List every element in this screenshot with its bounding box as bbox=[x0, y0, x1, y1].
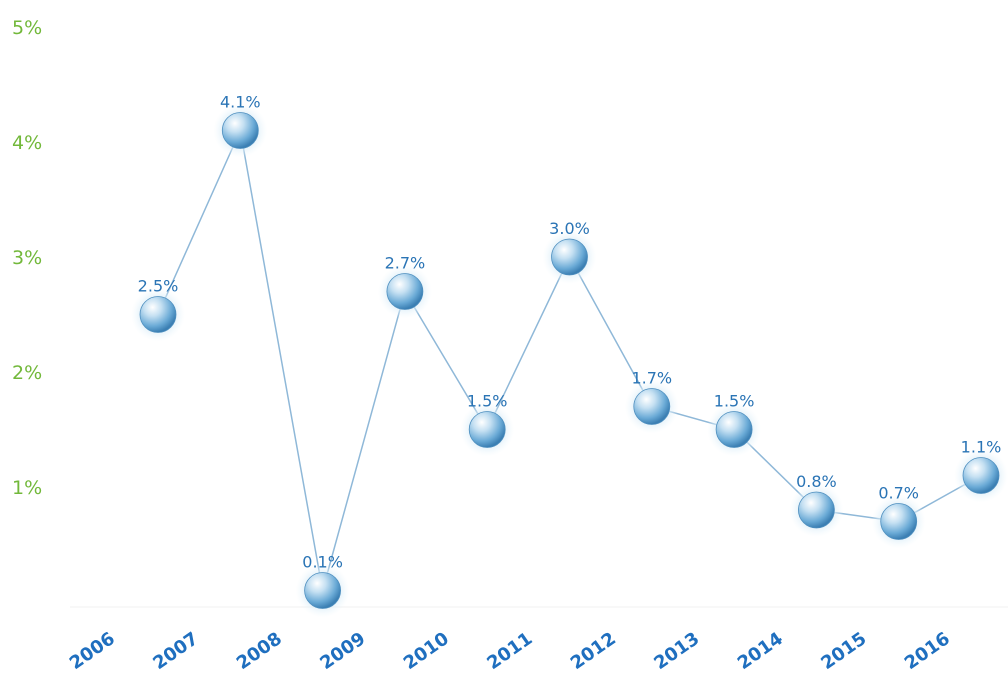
data-point bbox=[221, 112, 259, 149]
y-tick-label: 2% bbox=[12, 362, 42, 384]
x-tick-label: 2013 bbox=[650, 628, 703, 674]
data-label: 0.7% bbox=[878, 484, 919, 503]
y-tick-label: 5% bbox=[12, 17, 42, 39]
data-label-layer: 2.5% 4.1% 0.1% 2.7% 1.5% 3.0% 1.7% 1.5% 0.8% 0.7%… bbox=[138, 93, 1002, 572]
data-label: 1.5% bbox=[714, 392, 755, 411]
data-point bbox=[880, 503, 918, 540]
data-label: 1.1% bbox=[961, 438, 1002, 457]
x-tick-label: 2016 bbox=[901, 628, 954, 674]
data-point bbox=[139, 296, 177, 333]
data-label: 1.5% bbox=[467, 392, 508, 411]
x-tick-label: 2010 bbox=[400, 628, 453, 674]
data-label: 4.1% bbox=[220, 93, 261, 112]
y-tick-label: 4% bbox=[12, 132, 42, 154]
data-point bbox=[798, 491, 835, 529]
series-line-layer bbox=[157, 127, 982, 591]
data-label: 0.1% bbox=[302, 553, 343, 572]
x-tick-label: 2014 bbox=[734, 628, 787, 674]
y-tick-label: 1% bbox=[12, 477, 42, 499]
data-point bbox=[715, 411, 753, 448]
data-point bbox=[962, 457, 1000, 494]
data-point bbox=[386, 273, 424, 310]
y-axis: 1% 2% 3% 4% 5% bbox=[12, 17, 42, 499]
x-axis: 2006 2007 2008 2009 2010 2011 2012 2013 2014 2015… bbox=[66, 628, 954, 674]
x-tick-label: 2008 bbox=[233, 628, 286, 674]
data-point bbox=[551, 238, 588, 276]
data-label: 3.0% bbox=[549, 219, 590, 238]
x-tick-label: 2012 bbox=[567, 628, 620, 674]
data-point bbox=[633, 388, 671, 425]
x-tick-label: 2006 bbox=[66, 628, 119, 674]
series-line bbox=[157, 127, 982, 591]
x-tick-label: 2007 bbox=[149, 628, 202, 674]
x-tick-label: 2011 bbox=[483, 628, 536, 674]
data-label: 1.7% bbox=[631, 369, 672, 388]
data-label: 0.8% bbox=[796, 472, 837, 491]
x-tick-label: 2015 bbox=[817, 628, 870, 674]
x-tick-label: 2009 bbox=[316, 628, 369, 674]
data-point bbox=[304, 572, 342, 609]
y-tick-label: 3% bbox=[12, 247, 42, 269]
marker-layer bbox=[131, 103, 1008, 618]
data-label: 2.5% bbox=[138, 277, 179, 296]
data-point bbox=[468, 411, 506, 448]
data-label: 2.7% bbox=[385, 254, 426, 273]
